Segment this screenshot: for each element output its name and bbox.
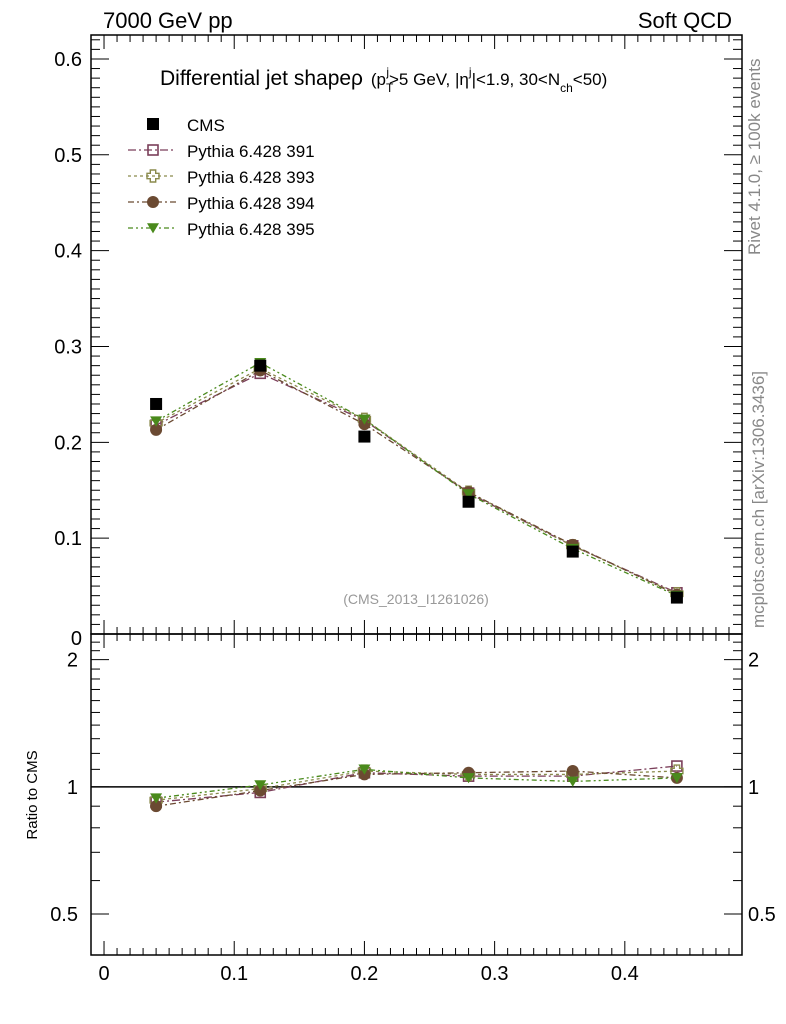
legend-label: Pythia 6.428 393 xyxy=(187,168,315,187)
ratio-data-point xyxy=(358,764,371,775)
y-tick-label: 0.2 xyxy=(54,432,82,454)
x-tick-label: 0.2 xyxy=(351,963,379,985)
ratio-series-line xyxy=(156,770,677,807)
x-tick-label: 0.1 xyxy=(220,963,248,985)
legend-marker xyxy=(147,144,159,156)
x-tick-label: 0.3 xyxy=(481,963,509,985)
legend-marker xyxy=(147,196,159,208)
series-line xyxy=(155,362,678,597)
ratio-y-tick-label-right: 1 xyxy=(748,777,759,799)
legend: CMS Pythia 6.428 391 Pythia 6.428 393 Pythi… xyxy=(128,116,315,239)
ratio-y-tick-label: 1 xyxy=(67,777,78,799)
x-tick-label: 0.4 xyxy=(611,963,639,985)
legend-label: Pythia 6.428 395 xyxy=(187,220,315,239)
ratio-data-point xyxy=(462,773,475,784)
data-point xyxy=(150,397,163,410)
ratio-data-point xyxy=(566,765,579,778)
header-left: 7000 GeV pp xyxy=(103,8,233,33)
plot-title: Differential jet shapeρ (pTj>5 GeV, |ηj|… xyxy=(160,65,607,95)
rivet-label: Rivet 4.1.0, ≥ 100k events xyxy=(745,59,764,255)
series-line xyxy=(155,369,678,596)
legend-marker xyxy=(146,169,160,183)
data-point xyxy=(462,495,475,508)
ratio-data-point xyxy=(150,800,163,813)
y-tick-label: 0.5 xyxy=(54,145,82,167)
axis-ticks xyxy=(91,35,742,955)
legend-marker xyxy=(147,118,159,130)
data-point xyxy=(150,416,163,427)
header-right: Soft QCD xyxy=(638,8,732,33)
ratio-series xyxy=(149,760,684,813)
legend-label: Pythia 6.428 391 xyxy=(187,142,315,161)
ratio-data-point xyxy=(254,780,267,791)
mcplots-label: mcplots.cern.ch [arXiv:1306.3436] xyxy=(749,371,768,628)
x-tick-label: 0 xyxy=(98,963,109,985)
legend-label: Pythia 6.428 394 xyxy=(187,194,315,213)
ratio-data-point xyxy=(566,776,579,787)
data-point xyxy=(670,591,683,604)
data-point xyxy=(254,359,267,372)
ratio-y-tick-label-right: 0.5 xyxy=(748,904,776,926)
y-tick-label: 0.6 xyxy=(54,49,82,71)
y-tick-label: 0.4 xyxy=(54,241,82,263)
ratio-ylabel: Ratio to CMS xyxy=(24,750,41,839)
ratio-series-line xyxy=(156,768,677,799)
series-line xyxy=(155,367,678,595)
data-point xyxy=(462,489,475,500)
data-point xyxy=(358,414,371,425)
main-series xyxy=(149,357,684,604)
ratio-series-line xyxy=(156,765,677,803)
ratio-data-point xyxy=(670,773,683,784)
y-tick-label: 0.1 xyxy=(54,528,82,550)
analysis-label: (CMS_2013_I1261026) xyxy=(343,591,489,607)
ratio-data-point xyxy=(254,784,267,797)
y-tick-label-zero: 0 xyxy=(71,628,82,650)
ratio-y-tick-label: 2 xyxy=(67,650,78,672)
y-tick-label: 0.3 xyxy=(54,336,82,358)
ratio-data-point xyxy=(150,793,163,804)
ratio-y-tick-label: 0.5 xyxy=(50,904,78,926)
data-point xyxy=(358,430,371,443)
ratio-y-tick-label-right: 2 xyxy=(748,650,759,672)
data-point xyxy=(150,423,163,436)
data-point xyxy=(566,545,579,558)
ratio-series-line xyxy=(156,770,677,801)
legend-marker xyxy=(147,223,159,234)
axis-tick-labels: 0 0.1 0.2 0.3 0.4 0.1 0.2 0.3 0.4 0.5 0.6 0 0.5 0.5 1 1… xyxy=(50,49,776,985)
legend-label: CMS xyxy=(187,116,225,135)
